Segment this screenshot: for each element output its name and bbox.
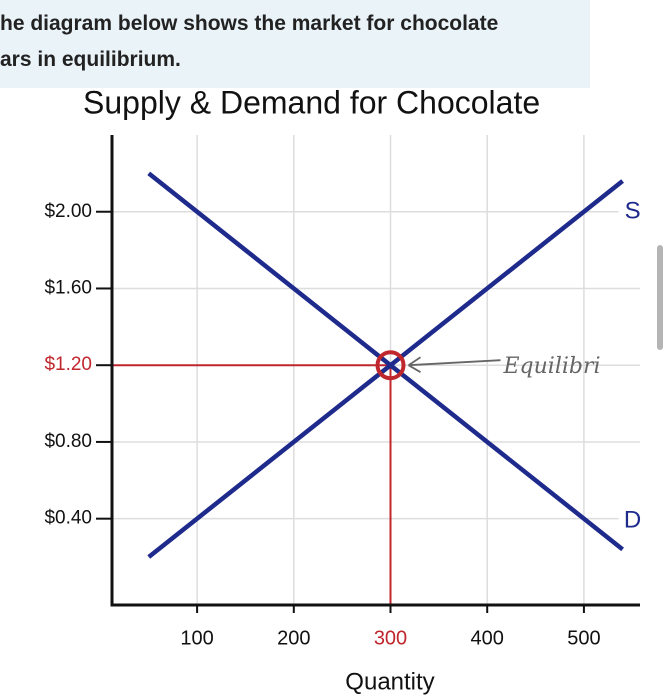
x-tick-label: 500 [567,627,600,649]
y-tick-label: $0.80 [44,431,92,452]
question-text: he diagram below shows the market for ch… [0,12,499,35]
x-tick-label: 300 [374,627,407,649]
y-tick-label: $2.00 [44,201,92,222]
series-line [147,171,624,552]
y-tick-label: $1.60 [44,277,92,298]
x-tick-label: 100 [180,627,213,649]
x-tick-label: 400 [471,627,504,649]
scrollbar[interactable] [657,245,663,350]
equilibrium-point [375,350,406,381]
series-label-box [618,197,647,228]
x-axis-label: Quantity [345,668,434,695]
y-tick-label: $1.20 [44,354,92,375]
y-tick-label: $0.40 [44,508,92,529]
chart-title: Supply & Demand for Chocolate [83,84,540,120]
x-tick-label: 200 [277,627,310,649]
question-header: he diagram below shows the market for ch… [0,0,590,88]
series-label-box [618,506,647,537]
series-label: D [624,507,641,534]
series-label: S [625,197,641,224]
annotation-label: Equilibri [503,354,601,379]
question-text: ars in equilibrium. [0,48,181,71]
annotation-arrow [408,356,501,373]
